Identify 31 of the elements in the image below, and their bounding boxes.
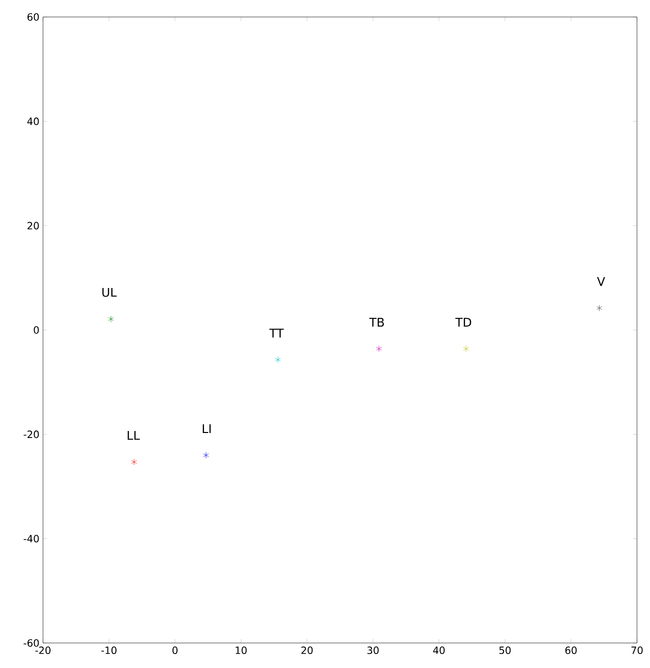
point <box>596 304 602 312</box>
y-tick-label: -60 <box>24 639 39 647</box>
x-tick-label: 0 <box>172 646 178 654</box>
point <box>376 346 382 352</box>
point <box>108 316 114 322</box>
point <box>131 458 137 466</box>
x-tick-label: 10 <box>236 646 247 654</box>
y-tick-label: -40 <box>24 534 39 542</box>
y-tick-label: 40 <box>27 118 39 126</box>
y-tick-label: 20 <box>28 222 39 230</box>
series-label: TD <box>455 318 472 327</box>
y-tick-label: 60 <box>28 13 39 21</box>
series-label: LL <box>128 431 140 440</box>
series-label: LI <box>202 424 211 433</box>
x-tick-label: 30 <box>367 646 379 654</box>
point <box>275 356 281 363</box>
x-tick-label: -20 <box>35 646 50 654</box>
point <box>463 346 469 352</box>
y-tick-label: 0 <box>34 326 39 334</box>
y-tick-label: -20 <box>24 430 39 438</box>
x-tick-label: 40 <box>433 646 445 654</box>
point <box>203 452 209 458</box>
x-tick-label: 50 <box>499 646 511 654</box>
series-label: TT <box>269 328 284 338</box>
x-tick-label: -10 <box>101 646 116 654</box>
series-label: UL <box>102 288 117 297</box>
x-tick-label: 70 <box>631 646 643 654</box>
series-label: V <box>597 277 606 286</box>
series-label: TB <box>369 318 384 327</box>
x-tick-label: 60 <box>565 646 577 654</box>
x-tick-label: 20 <box>301 646 313 654</box>
